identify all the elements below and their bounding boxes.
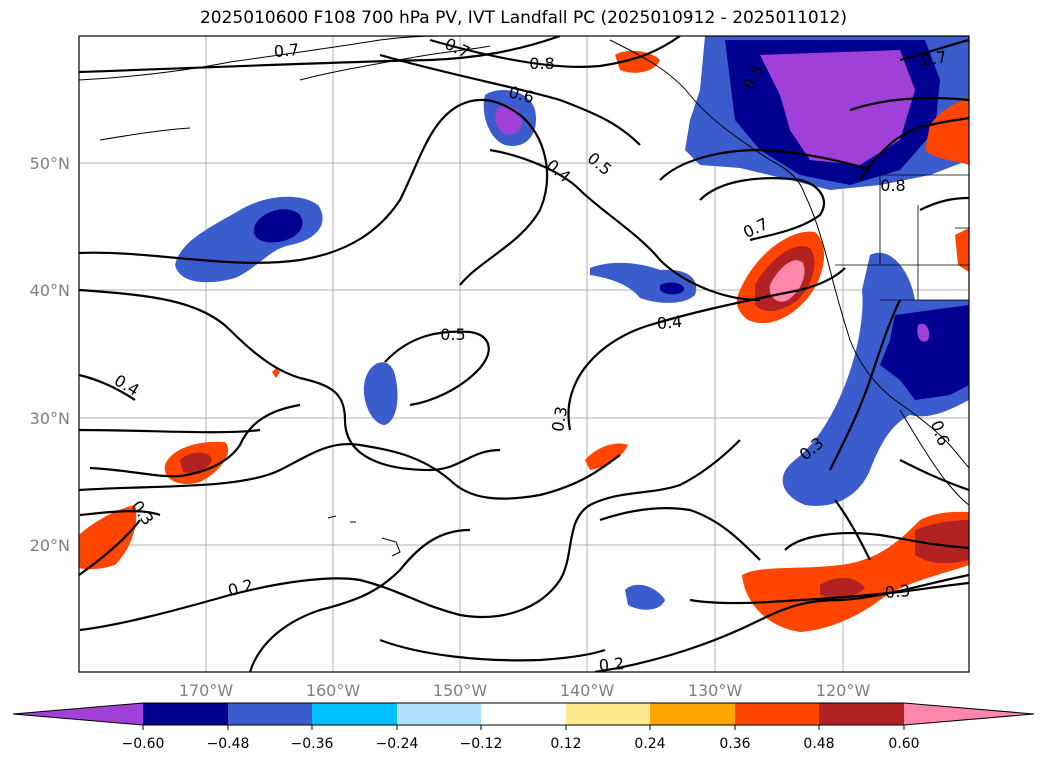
pv-positive-fields xyxy=(79,50,969,632)
contour-label: 0.2 xyxy=(598,654,625,675)
colorbar-segment xyxy=(143,703,228,725)
lat-label: 50°N xyxy=(30,154,70,173)
lat-label: 40°N xyxy=(30,281,70,300)
colorbar-tick: 0.60 xyxy=(888,736,919,752)
lat-label: 30°N xyxy=(30,409,70,428)
map-panel xyxy=(79,36,969,672)
colorbar-tick: 0.24 xyxy=(634,736,665,752)
contour-label: 0.8 xyxy=(529,54,554,73)
lon-label: 120°W xyxy=(816,681,871,700)
lon-label: 130°W xyxy=(688,681,743,700)
latitude-labels: 50°N 40°N 30°N 20°N xyxy=(30,154,70,555)
graticule xyxy=(79,36,969,672)
colorbar-tick: 0.12 xyxy=(550,736,581,752)
contour-label: 0.5 xyxy=(440,325,465,344)
contour-label: 0.4 xyxy=(656,312,683,333)
colorbar-tick: −0.24 xyxy=(376,736,419,752)
colorbar-tick: −0.12 xyxy=(460,736,503,752)
colorbar-tick: −0.60 xyxy=(122,736,165,752)
lon-label: 170°W xyxy=(179,681,234,700)
colorbar-tick: 0.36 xyxy=(719,736,750,752)
colorbar-segment xyxy=(650,703,735,725)
lon-label: 160°W xyxy=(306,681,361,700)
colorbar-segment xyxy=(228,703,312,725)
contour-label: 0.7 xyxy=(273,40,300,61)
lon-label: 150°W xyxy=(433,681,488,700)
state-borders xyxy=(835,174,969,301)
colorbar: −0.60 −0.48 −0.36 −0.24 −0.12 0.12 0.24 … xyxy=(12,702,1035,752)
colorbar-tick: 0.48 xyxy=(803,736,834,752)
map-frame xyxy=(78,35,970,673)
colorbar-segment xyxy=(481,703,566,725)
colorbar-segment xyxy=(566,703,650,725)
colorbar-segment xyxy=(312,703,397,725)
colorbar-segment xyxy=(397,703,481,725)
colorbar-tick: −0.36 xyxy=(291,736,334,752)
chart-title: 2025010600 F108 700 hPa PV, IVT Landfall… xyxy=(199,8,847,28)
contour-label: 0.3 xyxy=(884,581,911,602)
colorbar-segment xyxy=(735,703,819,725)
lat-label: 20°N xyxy=(30,536,70,555)
colorbar-segment xyxy=(819,703,904,725)
contour-label: 0.3 xyxy=(548,405,571,433)
colorbar-tick: −0.48 xyxy=(207,736,250,752)
contour-label: 0.7 xyxy=(920,47,948,70)
longitude-labels: 170°W 160°W 150°W 140°W 130°W 120°W xyxy=(179,681,871,700)
colorbar-segment xyxy=(13,703,143,725)
contour-label: 0.8 xyxy=(880,176,905,195)
coastlines xyxy=(79,36,969,557)
ivt-contours xyxy=(79,36,969,672)
colorbar-segment xyxy=(904,703,1034,725)
lon-label: 140°W xyxy=(560,681,615,700)
pv-negative-fields xyxy=(175,36,969,610)
